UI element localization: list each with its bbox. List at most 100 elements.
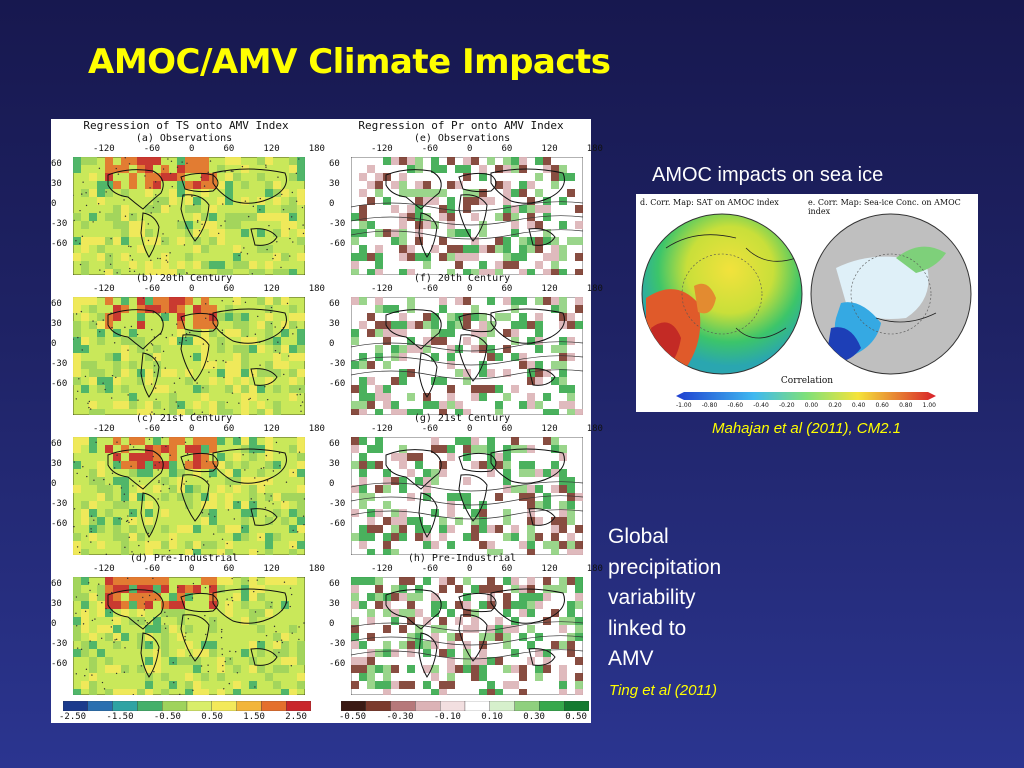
correlation-tick: 0.40: [851, 402, 866, 409]
precip-line: linked to: [608, 616, 687, 640]
lon-tick: 60: [501, 144, 513, 154]
slide-title: AMOC/AMV Climate Impacts: [88, 42, 611, 82]
colorbar-tick: 0.50: [565, 712, 587, 722]
lon-tick: 180: [308, 144, 325, 154]
lon-tick: -60: [143, 424, 160, 434]
ts-regression-map: [73, 297, 305, 415]
lat-tick: 30: [329, 179, 340, 189]
lon-tick-labels: -120 -60 0 60 120 180: [371, 424, 603, 434]
lat-tick: 60: [51, 159, 62, 169]
lat-tick: -60: [329, 379, 346, 389]
sea-ice-heading: AMOC impacts on sea ice: [652, 164, 884, 186]
colorbar-tick: -2.50: [59, 712, 87, 722]
lat-tick: 30: [329, 459, 340, 469]
lon-tick: 60: [501, 564, 513, 574]
regression-figure: Regression of TS onto AMV Index Regressi…: [51, 119, 603, 723]
colorbar-tick: -0.50: [153, 712, 181, 722]
colorbar-tick: -0.30: [386, 712, 414, 722]
pr-map-label: (e) Observations: [413, 133, 511, 144]
lat-tick: 60: [329, 579, 340, 589]
lat-tick: 60: [329, 159, 340, 169]
ts-map-label: (a) Observations: [135, 133, 233, 144]
lat-tick: 60: [329, 299, 340, 309]
correlation-label: Correlation: [780, 376, 834, 386]
sat-map-title: d. Corr. Map: SAT on AMOC index: [640, 198, 779, 207]
lat-tick: -30: [329, 639, 346, 649]
pr-map-label: (h) Pre-Industrial: [407, 553, 517, 564]
colorbar-ticks: -2.50 -1.50 -0.50 0.50 1.50 2.50: [59, 712, 307, 722]
correlation-tick: -0.40: [753, 402, 769, 409]
lat-tick: 0: [329, 619, 335, 629]
pr-colorbar: [341, 701, 589, 711]
lon-tick: 60: [223, 284, 235, 294]
polar-maps: [641, 213, 972, 375]
mahajan-citation: Mahajan et al (2011), CM2.1: [712, 420, 901, 437]
colorbar-tick: 2.50: [285, 712, 307, 722]
lon-tick: -60: [143, 144, 160, 154]
lon-tick: -60: [421, 144, 438, 154]
pr-regression-map: [351, 157, 583, 275]
lon-tick: -60: [421, 284, 438, 294]
correlation-tick: -1.00: [676, 402, 692, 409]
colorbar-tick: -0.50: [339, 712, 367, 722]
lon-tick: 120: [263, 564, 280, 574]
lon-tick: 0: [189, 144, 195, 154]
lon-tick-labels: -120 -60 0 60 120 180: [93, 564, 325, 574]
correlation-tick: 0.00: [804, 402, 819, 409]
lon-tick: 120: [263, 424, 280, 434]
sea-ice-figure: d. Corr. Map: SAT on AMOC index e. Corr.…: [636, 194, 978, 412]
colorbar-tick: 0.30: [523, 712, 545, 722]
lon-tick: 60: [501, 424, 513, 434]
lat-tick: 30: [51, 179, 62, 189]
lon-tick: 180: [308, 284, 325, 294]
lon-tick: 60: [223, 144, 235, 154]
ts-column-title: Regression of TS onto AMV Index: [83, 119, 289, 132]
lon-tick: 120: [541, 144, 558, 154]
lon-tick: 0: [467, 424, 473, 434]
pr-map-label: (f) 20th Century: [413, 273, 511, 284]
lat-tick: -30: [51, 639, 68, 649]
lat-tick: 30: [51, 599, 62, 609]
lat-tick: 30: [51, 459, 62, 469]
lon-tick: 180: [586, 564, 603, 574]
lat-tick: -30: [51, 499, 68, 509]
pr-column-title: Regression of Pr onto AMV Index: [358, 119, 564, 132]
lon-tick: 60: [501, 284, 513, 294]
lat-tick: 0: [51, 339, 57, 349]
correlation-tick: -0.80: [701, 402, 718, 409]
lat-tick: 0: [51, 619, 57, 629]
lon-tick: 0: [467, 144, 473, 154]
ts-map-label: (c) 21st Century: [135, 413, 233, 424]
lat-tick: -30: [329, 219, 346, 229]
lat-tick: -30: [51, 219, 68, 229]
lat-tick: -60: [51, 379, 68, 389]
lon-tick: -120: [371, 284, 393, 294]
lon-tick: 120: [541, 424, 558, 434]
lon-tick: -60: [143, 564, 160, 574]
lon-tick: -120: [93, 284, 115, 294]
lat-tick: -60: [51, 659, 68, 669]
colorbar-ticks: -0.50 -0.30 -0.10 0.10 0.30 0.50: [339, 712, 587, 722]
lon-tick: -120: [93, 424, 115, 434]
lat-tick: 30: [51, 319, 62, 329]
lon-tick: 180: [308, 564, 325, 574]
lon-tick: 60: [223, 564, 235, 574]
lon-tick: 120: [263, 284, 280, 294]
colorbar-tick: -1.50: [106, 712, 134, 722]
pr-regression-map: [351, 297, 583, 415]
lon-tick: -60: [143, 284, 160, 294]
lat-tick: 0: [329, 339, 335, 349]
correlation-tick: 0.20: [828, 402, 842, 409]
correlation-tick: -0.20: [779, 402, 795, 409]
lon-tick-labels: -120 -60 0 60 120 180: [93, 284, 325, 294]
lon-tick: 0: [189, 424, 195, 434]
lat-tick: 0: [51, 199, 57, 209]
colorbar-tick: 0.50: [201, 712, 223, 722]
lat-tick: -30: [51, 359, 68, 369]
lon-tick: -120: [371, 564, 393, 574]
correlation-colorbar: [676, 392, 936, 400]
lat-tick: 0: [51, 479, 57, 489]
precip-line: Global: [608, 525, 669, 548]
lon-tick: 180: [586, 424, 603, 434]
lon-tick: 0: [467, 284, 473, 294]
